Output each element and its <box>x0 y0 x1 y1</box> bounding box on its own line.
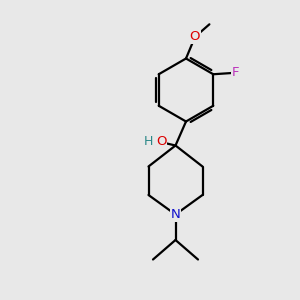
Text: N: N <box>171 208 180 221</box>
Text: O: O <box>190 30 200 44</box>
Text: O: O <box>156 135 166 148</box>
Text: F: F <box>232 66 239 79</box>
Text: H: H <box>144 135 153 148</box>
